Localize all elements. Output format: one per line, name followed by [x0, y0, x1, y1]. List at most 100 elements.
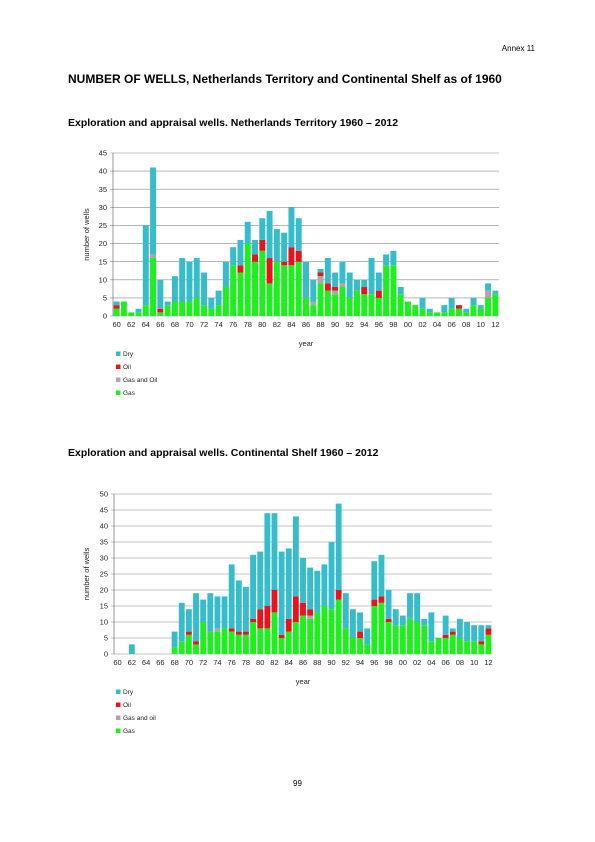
y-tick-label: 40: [100, 522, 108, 531]
bar-segment-gas: [113, 308, 120, 316]
bar-segment-dry: [135, 308, 142, 313]
legend-swatch: [116, 390, 121, 395]
legend-item: Gas: [123, 728, 136, 735]
bar-segment-dry: [477, 305, 484, 309]
bar-segment-dry: [244, 221, 251, 244]
bar-segment-oil: [371, 599, 378, 606]
bar-segment-gas: [332, 294, 339, 316]
bar-segment-oil: [250, 618, 256, 622]
bar-segment-dry: [354, 279, 360, 291]
bar-segment-dry: [208, 297, 215, 309]
bar-segment-gas: [185, 634, 192, 654]
bar-segment-dry: [303, 261, 309, 298]
bar-segment-dry: [399, 615, 406, 626]
bar-segment-oil: [485, 628, 492, 635]
x-tick-label: 96: [375, 320, 383, 329]
x-tick-label: 06: [447, 320, 455, 329]
y-tick-label: 15: [100, 602, 108, 611]
x-tick-label: 62: [127, 320, 135, 329]
x-tick-label: 80: [256, 658, 264, 667]
bar-segment-dry: [470, 297, 477, 306]
y-tick-label: 15: [99, 257, 107, 266]
legend-item: Gas and oil: [123, 715, 156, 722]
y-tick-label: 20: [99, 239, 107, 248]
legend-swatch: [116, 364, 121, 369]
x-tick-label: 66: [156, 320, 164, 329]
bar-segment-gas: [259, 250, 266, 316]
bar-segment-gas: [314, 612, 321, 654]
annex-label: Annex 11: [501, 44, 535, 53]
bar-segment-gas: [257, 628, 264, 654]
bar-segment-dry: [317, 268, 324, 273]
x-tick-label: 08: [462, 320, 470, 329]
bar-segment-gas: [164, 305, 171, 316]
bar-segment-gas: [378, 602, 385, 654]
bar-segment-gas: [179, 301, 186, 316]
bar-segment-gas: [193, 297, 200, 316]
bar-segment-oil: [271, 590, 278, 613]
bar-segment-gas: [477, 308, 484, 316]
bar-segment-gas: [285, 631, 292, 654]
bar-segment-oil: [193, 641, 199, 645]
bar-segment-gas: [485, 634, 492, 654]
bar-segment-gas: [150, 258, 157, 316]
bar-segment-gas: [364, 644, 371, 654]
bar-segment-gas: [442, 638, 449, 654]
x-tick-label: 76: [229, 320, 237, 329]
bar-segment-gas: [328, 609, 335, 654]
x-tick-label: 90: [331, 320, 339, 329]
bar-segment-dry: [471, 625, 478, 642]
x-tick-label: 64: [142, 658, 150, 667]
bar-segment-dry: [273, 229, 280, 262]
bar-segment-oil: [361, 287, 368, 295]
bar-segment-dry: [426, 308, 433, 313]
bar-segment-dry: [243, 586, 249, 632]
bar-segment-dry: [383, 254, 390, 266]
bar-segment-dry: [346, 272, 353, 298]
legend-item: Gas: [123, 390, 136, 397]
x-tick-label: 62: [128, 658, 136, 667]
bar-segment-gas: [295, 261, 302, 316]
bar-segment-dry: [324, 258, 331, 284]
x-tick-label: 02: [413, 658, 421, 667]
y-tick-label: 10: [100, 618, 108, 627]
bar-segment-dry: [392, 609, 399, 626]
bar-segment-dry: [250, 554, 256, 619]
bar-segment-oil: [385, 618, 392, 622]
bar-segment-gas-and-oil: [310, 301, 317, 306]
bar-segment-oil: [252, 254, 258, 262]
x-tick-label: 70: [185, 658, 193, 667]
bar-segment-gas: [317, 283, 324, 316]
y-tick-label: 5: [103, 293, 107, 302]
legend-swatch: [116, 702, 121, 707]
bar-segment-gas: [278, 638, 285, 654]
page-number: 99: [293, 779, 302, 788]
bar-segment-gas: [399, 625, 406, 654]
bar-segment-dry: [357, 612, 363, 632]
bar-segment-gas: [186, 301, 193, 316]
bar-segment-oil: [228, 628, 235, 632]
x-tick-label: 60: [113, 658, 121, 667]
y-tick-label: 35: [100, 538, 108, 547]
bar-segment-dry: [364, 628, 371, 645]
bar-segment-dry: [230, 247, 237, 266]
x-tick-label: 66: [156, 658, 164, 667]
bar-segment-dry: [371, 561, 378, 600]
bar-segment-gas: [321, 606, 328, 654]
bar-segment-gas: [390, 265, 397, 316]
bar-segment-oil: [278, 634, 285, 638]
bar-segment-dry: [193, 258, 200, 298]
x-tick-label: 84: [285, 658, 293, 667]
x-tick-label: 88: [313, 658, 321, 667]
bar-segment-gas: [354, 290, 360, 316]
bar-segment-oil: [257, 609, 264, 629]
y-tick-label: 10: [99, 275, 107, 284]
bar-segment-gas: [435, 638, 442, 654]
bar-segment-oil: [264, 606, 271, 629]
y-axis-label: number of wells: [82, 208, 91, 261]
x-tick-label: 02: [418, 320, 426, 329]
bar-segment-gas: [463, 312, 470, 316]
legend-swatch: [116, 715, 121, 720]
bar-segment-dry: [128, 644, 135, 654]
bar-segment-gas: [142, 305, 149, 316]
